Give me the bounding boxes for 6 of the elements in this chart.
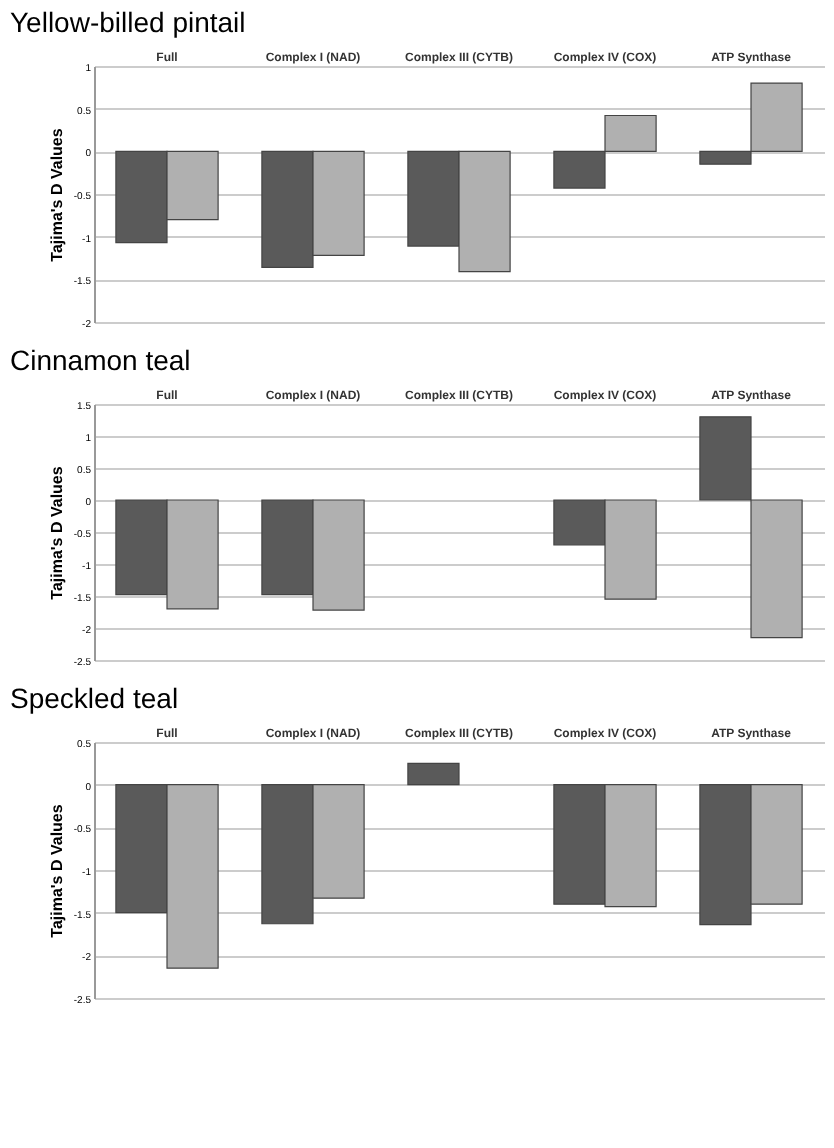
y-axis-title: Tajima's D Values	[47, 127, 66, 262]
chart-title: Yellow-billed pintail	[10, 6, 246, 38]
y-axis-title: Tajima's D Values	[47, 803, 66, 938]
y-axis-title: Tajima's D Values	[47, 465, 66, 600]
chart-title: Speckled teal	[10, 682, 179, 714]
chart-title: Cinnamon teal	[10, 344, 191, 376]
